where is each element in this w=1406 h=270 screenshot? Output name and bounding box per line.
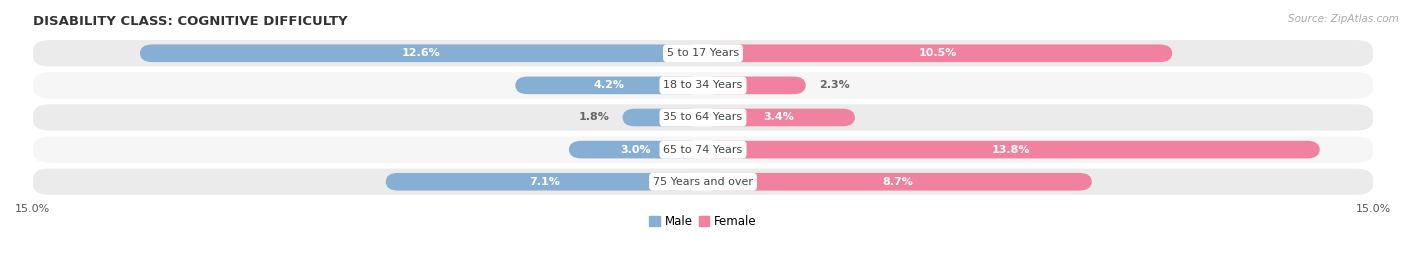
Text: 5 to 17 Years: 5 to 17 Years: [666, 48, 740, 58]
FancyBboxPatch shape: [515, 76, 703, 94]
Text: 3.4%: 3.4%: [763, 113, 794, 123]
FancyBboxPatch shape: [32, 72, 1374, 99]
FancyBboxPatch shape: [32, 40, 1374, 66]
Text: 1.8%: 1.8%: [578, 113, 609, 123]
Text: 12.6%: 12.6%: [402, 48, 441, 58]
Text: 7.1%: 7.1%: [529, 177, 560, 187]
FancyBboxPatch shape: [623, 109, 703, 126]
Text: 35 to 64 Years: 35 to 64 Years: [664, 113, 742, 123]
Text: 4.2%: 4.2%: [593, 80, 624, 90]
FancyBboxPatch shape: [703, 173, 1092, 191]
FancyBboxPatch shape: [32, 168, 1374, 195]
Text: 2.3%: 2.3%: [820, 80, 851, 90]
Text: 13.8%: 13.8%: [993, 145, 1031, 155]
FancyBboxPatch shape: [703, 141, 1320, 158]
Text: DISABILITY CLASS: COGNITIVE DIFFICULTY: DISABILITY CLASS: COGNITIVE DIFFICULTY: [32, 15, 347, 28]
FancyBboxPatch shape: [385, 173, 703, 191]
FancyBboxPatch shape: [139, 45, 703, 62]
FancyBboxPatch shape: [569, 141, 703, 158]
FancyBboxPatch shape: [703, 45, 1173, 62]
FancyBboxPatch shape: [32, 136, 1374, 163]
Text: 18 to 34 Years: 18 to 34 Years: [664, 80, 742, 90]
Text: 75 Years and over: 75 Years and over: [652, 177, 754, 187]
Text: 8.7%: 8.7%: [882, 177, 912, 187]
Text: 3.0%: 3.0%: [620, 145, 651, 155]
Legend: Male, Female: Male, Female: [645, 210, 761, 233]
Text: 65 to 74 Years: 65 to 74 Years: [664, 145, 742, 155]
Text: 10.5%: 10.5%: [918, 48, 957, 58]
FancyBboxPatch shape: [703, 109, 855, 126]
FancyBboxPatch shape: [703, 76, 806, 94]
FancyBboxPatch shape: [32, 104, 1374, 131]
Text: Source: ZipAtlas.com: Source: ZipAtlas.com: [1288, 14, 1399, 23]
